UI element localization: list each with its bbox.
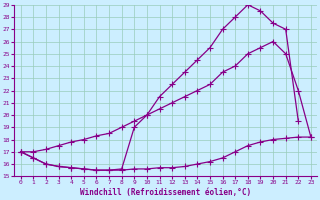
X-axis label: Windchill (Refroidissement éolien,°C): Windchill (Refroidissement éolien,°C) [80, 188, 252, 197]
